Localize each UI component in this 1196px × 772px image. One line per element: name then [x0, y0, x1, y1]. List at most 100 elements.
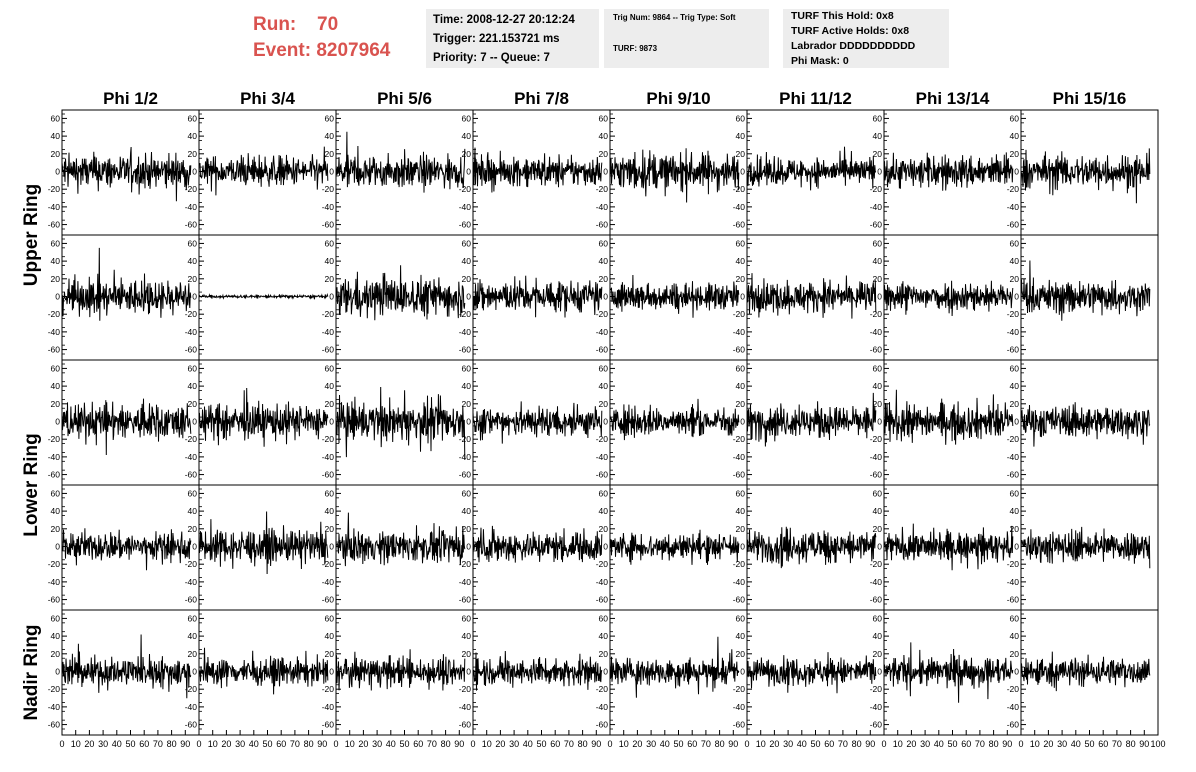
y-tick-label: 60	[51, 113, 61, 123]
x-tick-label: 30	[372, 739, 382, 749]
waveform-trace	[883, 389, 1014, 445]
y-tick-label: 20	[599, 149, 609, 159]
y-tick-label: -40	[733, 327, 746, 337]
y-tick-label: -20	[322, 309, 335, 319]
y-tick-label: 60	[462, 238, 472, 248]
y-tick-label: -60	[459, 595, 472, 605]
y-tick-label: -60	[596, 595, 609, 605]
y-tick-label: 20	[51, 274, 61, 284]
y-tick-label: -20	[48, 309, 61, 319]
y-tick-label: -60	[1007, 470, 1020, 480]
y-tick-label: 20	[325, 524, 335, 534]
x-tick-label: 20	[495, 739, 505, 749]
x-tick-label: 40	[249, 739, 259, 749]
y-tick-label: -20	[185, 309, 198, 319]
waveform-trace	[609, 148, 740, 203]
x-tick-label: 80	[578, 739, 588, 749]
waveform-trace	[746, 526, 877, 569]
y-tick-label: 60	[1010, 363, 1020, 373]
y-tick-label: 60	[736, 613, 746, 623]
x-tick-label: 60	[687, 739, 697, 749]
y-tick-label: 60	[188, 238, 198, 248]
y-tick-label: 60	[873, 613, 883, 623]
y-tick-label: 60	[462, 363, 472, 373]
y-tick-label: 60	[873, 363, 883, 373]
x-tick-label: 40	[1071, 739, 1081, 749]
waveform-trace	[335, 265, 466, 321]
y-tick-label: -60	[1007, 595, 1020, 605]
y-tick-label: 40	[188, 631, 198, 641]
x-tick-label: 60	[139, 739, 149, 749]
y-tick-label: -40	[185, 702, 198, 712]
y-tick-label: -40	[1007, 452, 1020, 462]
column-title: Phi 11/12	[779, 89, 852, 108]
y-tick-label: 0	[877, 417, 882, 427]
x-tick-label: 30	[783, 739, 793, 749]
turf-hold-text: TURF This Hold: 0x8	[791, 10, 894, 22]
y-tick-label: 40	[1010, 381, 1020, 391]
x-tick-label: 50	[810, 739, 820, 749]
y-tick-label: -40	[48, 702, 61, 712]
x-tick-label: 50	[1084, 739, 1094, 749]
waveform-trace	[61, 247, 192, 321]
y-tick-label: -60	[459, 720, 472, 730]
waveform-trace	[746, 392, 877, 447]
turf-info-box: TURF This Hold: 0x8 TURF Active Holds: 0…	[783, 9, 949, 68]
y-tick-label: -60	[733, 345, 746, 355]
y-tick-label: -40	[185, 452, 198, 462]
y-tick-label: 60	[325, 238, 335, 248]
y-tick-label: -40	[48, 452, 61, 462]
y-tick-label: 0	[192, 417, 197, 427]
x-tick-label: 40	[797, 739, 807, 749]
y-tick-label: 40	[736, 256, 746, 266]
y-tick-label: -40	[322, 202, 335, 212]
y-tick-label: 40	[599, 131, 609, 141]
waveform-trace	[472, 525, 603, 563]
x-tick-label: 30	[920, 739, 930, 749]
x-tick-label: 90	[865, 739, 875, 749]
row-label: Lower Ring	[21, 433, 42, 536]
x-tick-label: 90	[728, 739, 738, 749]
y-tick-label: -20	[1007, 684, 1020, 694]
x-tick-label: 90	[1002, 739, 1012, 749]
x-tick-label: 70	[564, 739, 574, 749]
y-tick-label: -20	[48, 559, 61, 569]
x-tick-label: 0	[1018, 739, 1023, 749]
x-tick-label: 60	[413, 739, 423, 749]
y-tick-label: -40	[870, 577, 883, 587]
y-tick-label: 40	[462, 256, 472, 266]
y-tick-label: 0	[466, 542, 471, 552]
y-tick-label: -60	[870, 345, 883, 355]
y-tick-label: -60	[185, 720, 198, 730]
y-tick-label: -40	[459, 327, 472, 337]
event-label: Event:	[253, 40, 312, 61]
y-tick-label: -60	[322, 470, 335, 480]
y-tick-label: 60	[873, 238, 883, 248]
y-tick-label: 20	[325, 649, 335, 659]
run-value: 70	[317, 14, 339, 35]
y-tick-label: 0	[329, 417, 334, 427]
y-tick-label: -20	[870, 309, 883, 319]
y-tick-label: 20	[736, 649, 746, 659]
y-tick-label: 20	[462, 274, 472, 284]
y-tick-label: -60	[322, 220, 335, 230]
waveform-trace	[198, 511, 329, 575]
y-tick-label: 20	[462, 524, 472, 534]
y-tick-label: 20	[736, 399, 746, 409]
x-tick-label: 40	[112, 739, 122, 749]
waveform-trace	[746, 146, 877, 191]
y-tick-label: -60	[48, 345, 61, 355]
y-tick-label: -60	[1007, 345, 1020, 355]
y-tick-label: 20	[599, 524, 609, 534]
y-tick-label: 0	[1014, 167, 1019, 177]
y-tick-label: 40	[462, 131, 472, 141]
y-tick-label: 60	[462, 113, 472, 123]
y-tick-label: -40	[1007, 702, 1020, 712]
y-tick-label: -40	[870, 452, 883, 462]
y-tick-label: -60	[870, 720, 883, 730]
x-tick-label: 90	[591, 739, 601, 749]
x-tick-label: 70	[975, 739, 985, 749]
y-tick-label: 40	[51, 631, 61, 641]
x-tick-label: 0	[196, 739, 201, 749]
y-tick-label: 40	[736, 506, 746, 516]
